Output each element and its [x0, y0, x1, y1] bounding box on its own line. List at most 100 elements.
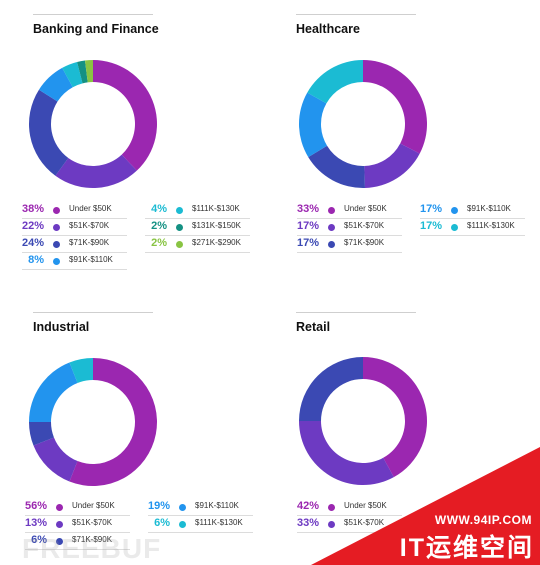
legend-label: $51K-$70K [344, 221, 385, 230]
donut-slice [299, 421, 394, 485]
donut-slice [299, 92, 328, 158]
legend-item: 2% $131K-$150K [145, 219, 250, 236]
brand-watermark: IT运维空间 [399, 534, 534, 562]
donut-slice [29, 422, 54, 446]
legend-item: 17% $71K-$90K [297, 236, 402, 253]
legend-label: Under $50K [72, 501, 115, 510]
legend-label: $51K-$70K [69, 221, 110, 230]
legend-swatch [56, 504, 63, 511]
legend-percent: 38% [22, 203, 45, 215]
donut-slice [93, 60, 157, 171]
donut-chart-retail [299, 357, 428, 485]
legend-item: 4% $111K-$130K [145, 202, 250, 219]
legend-swatch [53, 241, 60, 248]
legend-label: $111K-$130K [192, 204, 240, 213]
legend-swatch [56, 521, 63, 528]
legend-label: Under $50K [344, 501, 387, 510]
legend-item: 38% Under $50K [22, 202, 127, 219]
donut-slice [77, 60, 88, 84]
legend-swatch [179, 521, 186, 528]
legend-item: 33% $51K-$70K [297, 516, 402, 533]
legend-swatch [328, 521, 335, 528]
donut-slice [299, 357, 363, 421]
legend-label: $111K-$130K [195, 518, 243, 527]
panel-divider [33, 312, 153, 313]
legend-label: $71K-$90K [344, 238, 385, 247]
donut-slice [307, 60, 363, 104]
legend-percent: 4% [151, 203, 167, 215]
legend-percent: 8% [28, 254, 44, 266]
legend-percent: 22% [22, 220, 45, 232]
legend-swatch [328, 207, 335, 214]
legend-percent: 6% [31, 534, 47, 546]
chart-title: Retail [296, 320, 331, 334]
legend-item: 33% Under $50K [297, 202, 402, 219]
legend-item: 22% $51K-$70K [22, 219, 127, 236]
legend-percent: 33% [297, 203, 320, 215]
legend-item: 56% Under $50K [25, 499, 130, 516]
legend-percent: 13% [25, 517, 48, 529]
legend-item: 2% $271K-$290K [145, 236, 250, 253]
panel-divider [33, 14, 153, 15]
legend-item: 24% $71K-$90K [22, 236, 127, 253]
legend-swatch [328, 224, 335, 231]
donut-slice [29, 362, 78, 422]
legend-label: $271K-$290K [192, 238, 241, 247]
legend-percent: 56% [25, 500, 48, 512]
donut-slice [55, 154, 137, 188]
donut-slice [363, 60, 427, 154]
donut-slice [308, 145, 365, 188]
donut-chart-healthcare [299, 60, 427, 188]
legend-item: 17% $91K-$110K [420, 202, 525, 219]
panel-divider [296, 14, 416, 15]
legend-item: 6% $71K-$90K [25, 533, 130, 550]
legend-label: $71K-$90K [72, 535, 113, 544]
legend-swatch [179, 504, 186, 511]
legend-swatch [328, 504, 335, 511]
legend-item: 8% $91K-$110K [22, 253, 127, 270]
chart-title: Industrial [33, 320, 90, 334]
donut-slice [29, 89, 69, 176]
legend-item: 42% Under $50K [297, 499, 402, 516]
site-watermark: WWW.94IP.COM [434, 513, 532, 527]
legend-percent: 42% [297, 500, 320, 512]
donut-slice [69, 358, 158, 486]
legend-swatch [53, 224, 60, 231]
legend-label: $91K-$110K [195, 501, 239, 510]
donut-chart-industrial [29, 358, 158, 486]
legend-label: $111K-$130K [467, 221, 515, 230]
legend-percent: 24% [22, 237, 45, 249]
legend-swatch [56, 538, 63, 545]
legend-item: 19% $91K-$110K [148, 499, 253, 516]
legend-label: $71K-$90K [69, 238, 110, 247]
legend-label: $51K-$70K [344, 518, 385, 527]
legend-swatch [53, 207, 60, 214]
chart-title: Healthcare [296, 22, 360, 36]
legend-label: Under $50K [344, 204, 387, 213]
legend-swatch [451, 224, 458, 231]
legend-label: $91K-$110K [467, 204, 511, 213]
legend-label: Under $50K [69, 204, 112, 213]
legend-item: 13% $51K-$70K [25, 516, 130, 533]
legend-percent: 17% [297, 237, 320, 249]
legend-swatch [53, 258, 60, 265]
legend-percent: 17% [420, 220, 443, 232]
watermark-banner-shape [311, 447, 540, 565]
legend-percent: 33% [297, 517, 320, 529]
legend-swatch [328, 241, 335, 248]
donut-chart-banking [29, 60, 157, 188]
legend-percent: 2% [151, 220, 167, 232]
legend-item: 17% $111K-$130K [420, 219, 525, 236]
legend-label: $91K-$110K [69, 255, 113, 264]
legend-percent: 19% [148, 500, 171, 512]
legend-swatch [176, 207, 183, 214]
legend-percent: 2% [151, 237, 167, 249]
donut-slice [363, 357, 428, 478]
donut-slice [84, 60, 93, 83]
panel-divider [296, 312, 416, 313]
legend-swatch [176, 241, 183, 248]
legend-item: 6% $111K-$130K [148, 516, 253, 533]
donut-slice [62, 62, 83, 88]
legend-swatch [451, 207, 458, 214]
legend-label: $131K-$150K [192, 221, 241, 230]
